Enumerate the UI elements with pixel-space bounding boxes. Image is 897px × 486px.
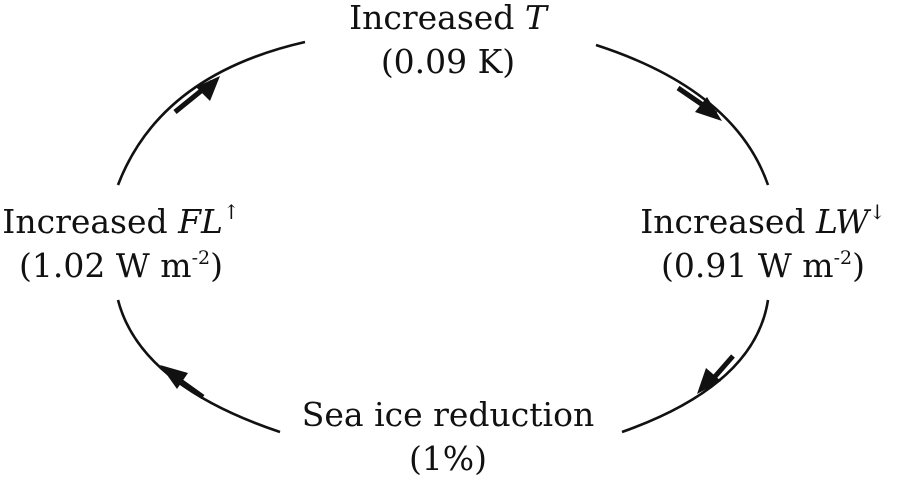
node-top-prefix: Increased <box>349 0 525 37</box>
node-increased-temperature: Increased T (0.09 K) <box>298 0 598 84</box>
node-top-var: T <box>524 0 547 37</box>
node-left-prefix: Increased <box>2 202 179 241</box>
node-right-label: Increased LW↓ <box>618 200 897 244</box>
node-increased-longwave: Increased LW↓ (0.91 W m-2) <box>618 200 897 288</box>
node-right-value-post: ) <box>852 246 865 285</box>
node-left-value-post: ) <box>210 246 223 285</box>
node-right-value-exp: -2 <box>833 247 853 269</box>
node-increased-flux: Increased FL↑ (1.02 W m-2) <box>0 200 246 288</box>
node-left-value-exp: -2 <box>191 247 211 269</box>
node-right-prefix: Increased <box>640 202 817 241</box>
arrowhead-bottom-right <box>697 368 721 394</box>
node-left-var: FL <box>178 202 223 241</box>
node-right-value-pre: (0.91 W m <box>661 246 834 285</box>
node-sea-ice-reduction: Sea ice reduction (1%) <box>268 393 628 481</box>
up-arrow-icon: ↑ <box>222 200 240 224</box>
arrowhead-top-left <box>196 76 220 101</box>
arc-top-right <box>595 43 770 186</box>
arc-bottom-right <box>621 299 770 434</box>
arrowhead-top-right <box>695 97 722 121</box>
node-right-value: (0.91 W m-2) <box>618 244 897 288</box>
node-left-value: (1.02 W m-2) <box>0 244 246 288</box>
node-right-var: LW <box>816 202 870 241</box>
arc-bottom-left <box>116 299 281 434</box>
node-top-label: Increased T <box>298 0 598 40</box>
node-left-label: Increased FL↑ <box>0 200 246 244</box>
node-left-value-pre: (1.02 W m <box>19 246 192 285</box>
arc-top-left <box>116 40 306 186</box>
arrowhead-bottom-left <box>160 365 188 389</box>
node-bottom-label: Sea ice reduction <box>301 395 595 434</box>
down-arrow-icon: ↓ <box>869 200 886 224</box>
node-bottom-value: (1%) <box>408 439 488 478</box>
node-top-value: (0.09 K) <box>380 42 516 81</box>
